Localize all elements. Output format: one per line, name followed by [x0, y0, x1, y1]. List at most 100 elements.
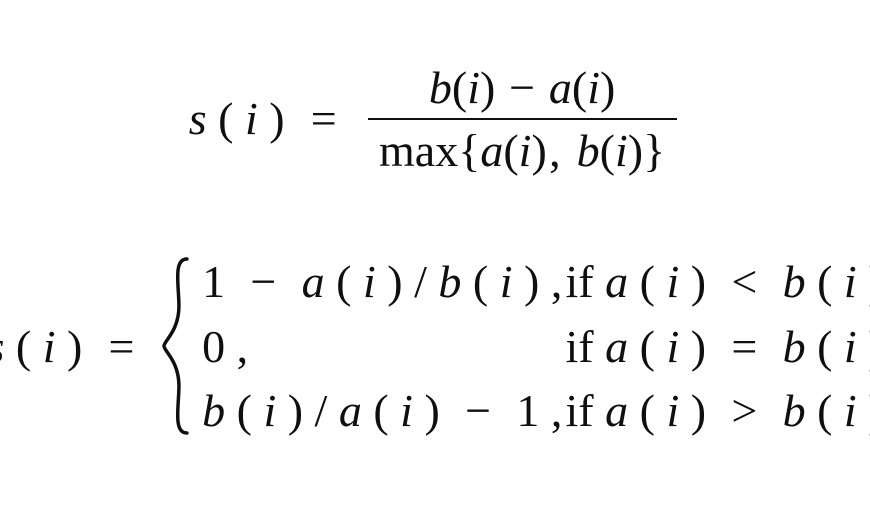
var-s: s: [0, 320, 4, 373]
var-i: i: [500, 256, 513, 307]
cases-rows: 1 − a ( i ) / b ( i ) , if: [202, 255, 870, 437]
left-brace-icon: [161, 255, 191, 437]
denominator: max { a ( i ) , b ( i ) }: [368, 120, 677, 180]
cases-block: 1 − a ( i ) / b ( i ) , if: [161, 255, 870, 437]
rparen: ): [67, 320, 82, 373]
var-b: b: [783, 385, 806, 436]
rbrace: }: [643, 124, 665, 177]
rparen: ): [691, 385, 706, 436]
var-i: i: [43, 320, 56, 373]
lparen: (: [452, 61, 467, 114]
minus-sign: −: [495, 61, 549, 114]
slash: /: [315, 385, 328, 436]
if-word: if: [566, 385, 606, 436]
var-a: a: [339, 385, 362, 436]
rparen: ): [480, 61, 495, 114]
rparen: ): [269, 92, 284, 145]
minus-sign: −: [237, 256, 291, 307]
var-i: i: [844, 385, 857, 436]
if-word: if: [566, 256, 606, 307]
fraction: b ( i ) − a ( i ) max { a ( i ) , b: [363, 58, 681, 181]
rparen: ): [524, 256, 539, 307]
case-cond: if a ( i ) > b ( i ): [566, 384, 870, 437]
numerator: b ( i ) − a ( i ): [417, 58, 626, 118]
comma: ,: [547, 124, 563, 177]
lparen: (: [817, 385, 832, 436]
var-i: i: [400, 385, 413, 436]
var-a: a: [605, 385, 628, 436]
rparen: ): [691, 321, 706, 372]
var-i: i: [245, 92, 258, 145]
rparen: ): [600, 61, 615, 114]
digit-1: 1: [516, 385, 539, 436]
lparen: (: [473, 256, 488, 307]
rparen: ): [531, 124, 546, 177]
var-i: i: [519, 124, 532, 177]
lparen: (: [817, 321, 832, 372]
lparen: (: [237, 385, 252, 436]
lbrace: {: [458, 124, 480, 177]
var-b: b: [783, 256, 806, 307]
case-expr: 1 − a ( i ) / b ( i ) ,: [202, 255, 565, 308]
space: [563, 124, 577, 177]
comma: ,: [551, 385, 563, 436]
minus-sign: −: [451, 385, 505, 436]
case-row: 1 − a ( i ) / b ( i ) , if: [202, 255, 870, 308]
lparen: (: [218, 92, 233, 145]
case-cond: if a ( i ) < b ( i ): [566, 255, 870, 308]
var-a: a: [605, 321, 628, 372]
equation-cases: s ( i ) = 1 − a ( i ): [0, 255, 870, 437]
var-i: i: [263, 385, 276, 436]
lparen: (: [640, 385, 655, 436]
comma: ,: [237, 321, 249, 372]
var-b: b: [783, 321, 806, 372]
var-b: b: [429, 61, 452, 114]
var-b: b: [202, 385, 225, 436]
var-i: i: [467, 61, 480, 114]
var-i: i: [844, 256, 857, 307]
case-expr: 0 ,: [202, 320, 565, 373]
equals-sign: =: [94, 320, 149, 373]
digit-0: 0: [202, 321, 225, 372]
case-cond: if a ( i ) = b ( i ): [566, 320, 870, 373]
var-b: b: [577, 124, 600, 177]
var-i: i: [587, 61, 600, 114]
lparen: (: [16, 320, 31, 373]
comma: ,: [551, 256, 563, 307]
var-i: i: [363, 256, 376, 307]
rparen: ): [691, 256, 706, 307]
rparen: ): [288, 385, 303, 436]
var-a: a: [480, 124, 503, 177]
lparen: (: [503, 124, 518, 177]
equation-fraction: s ( i ) = b ( i ) − a ( i ) max { a ( i: [189, 58, 682, 181]
less-than-sign: <: [718, 256, 772, 307]
case-expr: b ( i ) / a ( i ) − 1 ,: [202, 384, 565, 437]
digit-1: 1: [202, 256, 225, 307]
rparen: ): [628, 124, 643, 177]
lparen: (: [817, 256, 832, 307]
lparen: (: [640, 321, 655, 372]
equals-sign: =: [296, 92, 351, 145]
lparen: (: [572, 61, 587, 114]
var-i: i: [844, 321, 857, 372]
var-a: a: [549, 61, 572, 114]
lparen: (: [600, 124, 615, 177]
var-i: i: [666, 385, 679, 436]
var-i: i: [615, 124, 628, 177]
op-max: max: [379, 124, 458, 177]
var-s: s: [189, 92, 207, 145]
var-i: i: [666, 256, 679, 307]
case-row: 0 , if a ( i ) = b ( i ): [202, 320, 870, 373]
lparen: (: [640, 256, 655, 307]
greater-than-sign: >: [718, 385, 772, 436]
equals-sign: =: [718, 321, 772, 372]
lparen: (: [336, 256, 351, 307]
case-row: b ( i ) / a ( i ) − 1 , if: [202, 384, 870, 437]
rparen: ): [424, 385, 439, 436]
var-a: a: [605, 256, 628, 307]
var-b: b: [438, 256, 461, 307]
var-a: a: [302, 256, 325, 307]
if-word: if: [566, 321, 606, 372]
slash: /: [414, 256, 427, 307]
var-i: i: [666, 321, 679, 372]
